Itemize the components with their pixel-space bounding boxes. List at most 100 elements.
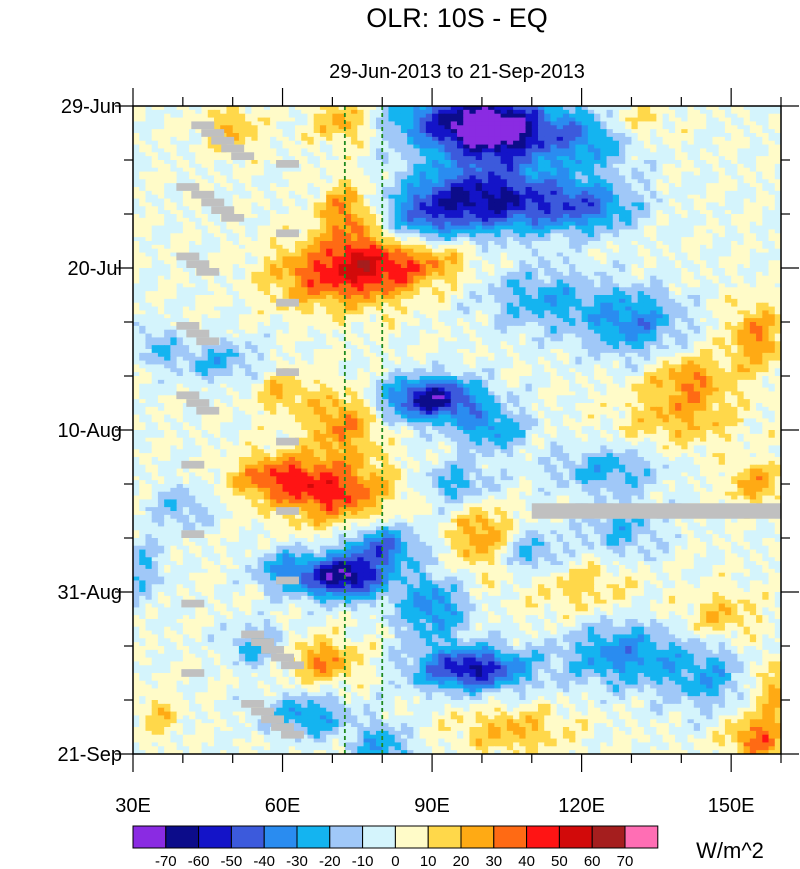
heatmap-cell bbox=[176, 179, 184, 184]
heatmap-cell bbox=[326, 175, 333, 180]
heatmap-cell bbox=[182, 275, 190, 281]
heatmap-cell bbox=[612, 106, 620, 111]
heatmap-cell bbox=[400, 148, 408, 153]
heatmap-cell bbox=[756, 129, 763, 134]
heatmap-cell bbox=[749, 244, 757, 250]
heatmap-cell bbox=[438, 129, 446, 134]
heatmap-cell bbox=[675, 271, 682, 277]
heatmap-cell bbox=[257, 179, 265, 184]
heatmap-cell bbox=[619, 202, 626, 207]
heatmap-cell bbox=[612, 256, 620, 261]
heatmap-cell bbox=[344, 214, 352, 219]
heatmap-cell bbox=[718, 225, 726, 231]
heatmap-cell bbox=[282, 202, 290, 207]
heatmap-cell bbox=[581, 148, 589, 153]
heatmap-cell bbox=[182, 214, 190, 219]
heatmap-cell bbox=[457, 237, 464, 242]
heatmap-cell bbox=[164, 271, 171, 277]
heatmap-cell bbox=[332, 221, 340, 227]
heatmap-cell bbox=[749, 133, 757, 138]
heatmap-cell bbox=[531, 187, 539, 192]
heatmap-cell bbox=[257, 248, 265, 254]
heatmap-cell bbox=[538, 136, 545, 142]
heatmap-cell bbox=[338, 144, 346, 150]
heatmap-cell bbox=[700, 248, 707, 254]
heatmap-cell bbox=[257, 109, 265, 115]
heatmap-cell bbox=[151, 113, 159, 119]
heatmap-cell bbox=[662, 268, 670, 273]
heatmap-cell bbox=[407, 129, 414, 134]
heatmap-cell bbox=[444, 109, 452, 115]
heatmap-cell bbox=[774, 113, 781, 119]
heatmap-cell bbox=[556, 214, 564, 219]
heatmap-cell bbox=[400, 279, 408, 285]
heatmap-cell bbox=[369, 225, 377, 231]
heatmap-cell bbox=[724, 287, 732, 292]
heatmap-cell bbox=[363, 140, 371, 146]
heatmap-cell bbox=[369, 171, 377, 177]
heatmap-cell bbox=[481, 241, 489, 246]
heatmap-cell bbox=[581, 167, 589, 173]
heatmap-cell bbox=[201, 156, 209, 161]
heatmap-cell bbox=[606, 264, 614, 269]
heatmap-cell bbox=[737, 264, 745, 269]
heatmap-cell bbox=[176, 171, 184, 177]
heatmap-cell bbox=[170, 136, 178, 142]
heatmap-cell bbox=[712, 256, 720, 261]
heatmap-cell bbox=[594, 214, 601, 219]
heatmap-cell bbox=[400, 117, 408, 123]
heatmap-cell bbox=[214, 183, 221, 188]
heatmap-cell bbox=[762, 113, 770, 119]
heatmap-cell bbox=[631, 190, 639, 196]
heatmap-cell bbox=[662, 179, 670, 184]
heatmap-cell bbox=[157, 237, 165, 242]
heatmap-cell bbox=[749, 175, 757, 180]
heatmap-cell bbox=[469, 171, 477, 177]
heatmap-cell bbox=[313, 279, 321, 285]
heatmap-cell bbox=[133, 283, 140, 288]
heatmap-cell bbox=[457, 217, 464, 223]
heatmap-cell bbox=[425, 271, 433, 277]
heatmap-cell bbox=[488, 283, 495, 288]
heatmap-cell bbox=[357, 187, 365, 192]
heatmap-cell bbox=[724, 229, 732, 234]
heatmap-cell bbox=[164, 279, 171, 285]
heatmap-cell bbox=[357, 210, 365, 215]
heatmap-cell bbox=[351, 148, 358, 153]
heatmap-cell bbox=[282, 264, 290, 269]
heatmap-cell bbox=[201, 113, 209, 119]
heatmap-cell bbox=[394, 152, 402, 157]
heatmap-cell bbox=[388, 148, 396, 153]
heatmap-cell bbox=[157, 194, 165, 200]
heatmap-cell bbox=[768, 244, 776, 250]
heatmap-cell bbox=[326, 244, 333, 250]
heatmap-cell bbox=[538, 156, 545, 161]
heatmap-cell bbox=[662, 198, 670, 204]
heatmap-cell bbox=[189, 237, 196, 242]
heatmap-cell bbox=[643, 117, 651, 123]
heatmap-cell bbox=[444, 156, 452, 161]
heatmap-cell bbox=[513, 217, 520, 223]
heatmap-cell bbox=[681, 171, 689, 177]
heatmap-cell bbox=[668, 140, 676, 146]
heatmap-cell bbox=[251, 167, 259, 173]
heatmap-cell bbox=[731, 152, 738, 157]
heatmap-cell bbox=[376, 121, 383, 126]
heatmap-cell bbox=[220, 125, 228, 130]
heatmap-cell bbox=[419, 260, 427, 265]
heatmap-cell bbox=[687, 175, 695, 180]
heatmap-cell bbox=[214, 152, 221, 157]
heatmap-cell bbox=[457, 136, 464, 142]
heatmap-cell bbox=[145, 198, 153, 204]
heatmap-cell bbox=[157, 148, 165, 153]
heatmap-cell bbox=[382, 125, 390, 130]
heatmap-cell bbox=[525, 144, 533, 150]
heatmap-cell bbox=[600, 144, 608, 150]
heatmap-cell bbox=[768, 268, 776, 273]
heatmap-cell bbox=[500, 287, 508, 292]
heatmap-cell bbox=[774, 279, 781, 285]
heatmap-cell bbox=[182, 229, 190, 234]
heatmap-cell bbox=[506, 252, 514, 258]
heatmap-cell bbox=[400, 152, 408, 157]
heatmap-cell bbox=[643, 133, 651, 138]
